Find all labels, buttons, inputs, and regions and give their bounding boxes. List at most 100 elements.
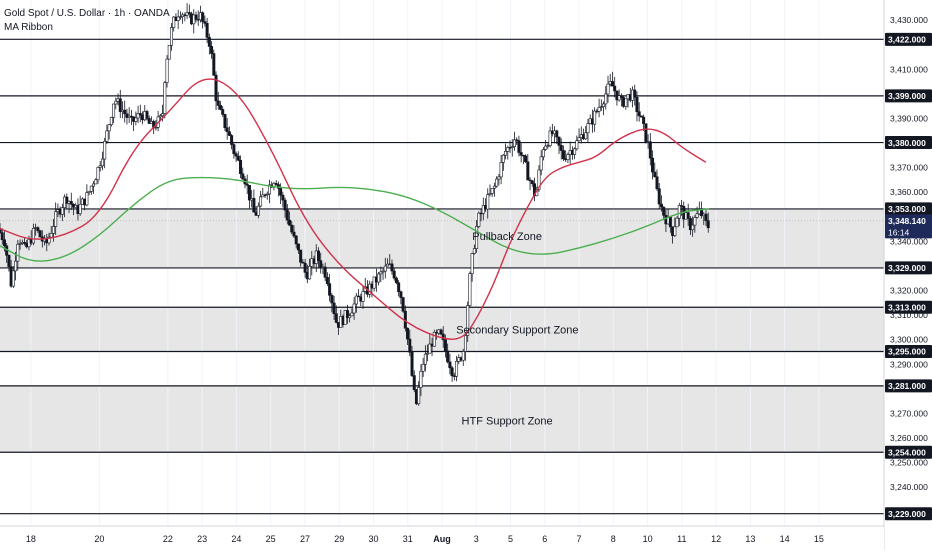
candle-body bbox=[36, 227, 40, 232]
candle-body bbox=[530, 180, 534, 184]
x-tick-label: Aug bbox=[433, 534, 451, 544]
candle-body bbox=[18, 243, 22, 245]
candle-body bbox=[510, 146, 514, 148]
level-badge-label: 3,281.000 bbox=[888, 381, 926, 391]
candle-body bbox=[350, 312, 354, 317]
candle-body bbox=[506, 147, 510, 152]
candle-body bbox=[290, 224, 294, 233]
level-badge bbox=[885, 202, 932, 216]
ma-slow-line bbox=[0, 176, 710, 262]
candle-body bbox=[259, 196, 263, 207]
candle-body bbox=[281, 194, 285, 201]
candle-body bbox=[432, 331, 436, 347]
candle-body bbox=[653, 171, 657, 178]
candle-body bbox=[686, 212, 690, 219]
candle-body bbox=[490, 187, 494, 194]
candle-body bbox=[706, 220, 710, 229]
candle-body bbox=[410, 351, 414, 376]
candles-layer bbox=[0, 3, 710, 406]
candle-body bbox=[172, 16, 176, 28]
candle-body bbox=[412, 375, 416, 391]
y-tick-label: 3,390.000 bbox=[890, 113, 928, 123]
candle-body bbox=[668, 216, 672, 228]
candle-body bbox=[463, 335, 467, 352]
x-tick-label: 3 bbox=[474, 534, 479, 544]
candle-body bbox=[557, 136, 561, 146]
level-badge-label: 3,399.000 bbox=[888, 91, 926, 101]
candle-body bbox=[544, 145, 548, 150]
candle-body bbox=[69, 200, 73, 205]
candle-body bbox=[492, 185, 496, 189]
candle-body bbox=[497, 176, 501, 180]
candle-body bbox=[512, 139, 516, 148]
candle-body bbox=[239, 159, 243, 174]
candle-body bbox=[466, 305, 470, 336]
candle-body bbox=[0, 228, 2, 234]
candle-body bbox=[22, 242, 26, 244]
candle-body bbox=[234, 153, 238, 157]
level-badge-label: 3,229.000 bbox=[888, 509, 926, 519]
candle-body bbox=[426, 352, 430, 355]
candle-body bbox=[528, 179, 532, 182]
grid-layer bbox=[30, 0, 820, 526]
candle-body bbox=[107, 124, 111, 132]
candle-body bbox=[136, 113, 140, 119]
candle-body bbox=[577, 137, 581, 141]
level-badge bbox=[885, 379, 932, 393]
candle-body bbox=[446, 350, 450, 363]
candle-body bbox=[203, 21, 207, 24]
x-tick-label: 7 bbox=[577, 534, 582, 544]
candle-body bbox=[161, 113, 165, 117]
candle-body bbox=[501, 154, 505, 163]
candle-body bbox=[428, 343, 432, 354]
candle-body bbox=[450, 367, 454, 377]
candle-body bbox=[633, 89, 637, 98]
candle-body bbox=[325, 277, 329, 284]
x-tick-label: 6 bbox=[542, 534, 547, 544]
level-badge bbox=[885, 344, 932, 358]
level-badge-label: 3,295.000 bbox=[888, 347, 926, 357]
candle-body bbox=[288, 219, 292, 226]
x-tick-label: 24 bbox=[231, 534, 241, 544]
candle-body bbox=[406, 327, 410, 340]
y-tick-label: 3,300.000 bbox=[890, 335, 928, 345]
candle-body bbox=[524, 155, 528, 163]
candle-body bbox=[642, 116, 646, 124]
x-tick-label: 27 bbox=[300, 534, 310, 544]
candle-body bbox=[176, 16, 180, 21]
candle-body bbox=[399, 291, 403, 298]
level-badge-label: 3,254.000 bbox=[888, 447, 926, 457]
y-tick-label: 3,250.000 bbox=[890, 458, 928, 468]
candle-body bbox=[167, 45, 171, 60]
x-tick-label: 18 bbox=[26, 534, 36, 544]
x-tick-label: 5 bbox=[508, 534, 513, 544]
candle-body bbox=[221, 109, 225, 115]
candle-body bbox=[296, 243, 300, 251]
candle-body bbox=[504, 151, 508, 156]
candle-body bbox=[392, 270, 396, 279]
candle-body bbox=[267, 184, 271, 195]
candle-body bbox=[675, 217, 679, 228]
candle-body bbox=[584, 132, 588, 140]
candle-body bbox=[575, 140, 579, 150]
candle-body bbox=[488, 193, 492, 195]
candle-body bbox=[54, 211, 58, 227]
zone-label: Pullback Zone bbox=[472, 231, 542, 243]
candle-body bbox=[377, 273, 381, 283]
chart-title: Gold Spot / U.S. Dollar · 1h · OANDA bbox=[4, 8, 170, 19]
x-tick-label: 29 bbox=[334, 534, 344, 544]
candle-body bbox=[597, 107, 601, 112]
candle-body bbox=[352, 303, 356, 314]
candle-body bbox=[688, 218, 692, 231]
y-tick-label: 3,370.000 bbox=[890, 163, 928, 173]
candle-body bbox=[232, 144, 236, 154]
candle-body bbox=[517, 140, 521, 153]
candle-body bbox=[230, 135, 234, 145]
time-axis-layer: 18 20 22 23 24 25 27 29 30 31 Aug 3 5 6 7 8 10 11 12 13 14 15 bbox=[0, 525, 884, 550]
indicator-label[interactable]: MA Ribbon bbox=[4, 22, 53, 33]
candle-body bbox=[201, 12, 205, 22]
level-badge-label: 3,422.000 bbox=[888, 35, 926, 45]
candle-body bbox=[644, 123, 648, 143]
